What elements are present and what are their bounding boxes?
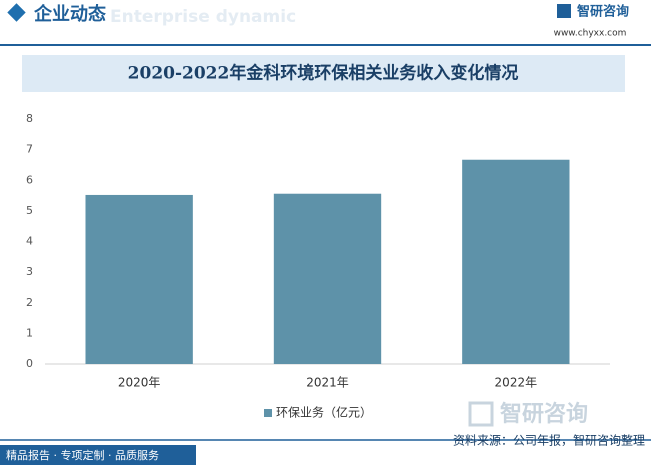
x-tick-label: 2021年 (306, 376, 349, 390)
section-title: 企业动态 (33, 3, 106, 25)
bar (462, 159, 570, 364)
watermark-logo (468, 401, 494, 427)
y-tick-label: 6 (26, 173, 33, 186)
footer-slogan: 精品报告 · 专项定制 · 品质服务 (6, 448, 159, 462)
url: www.chyxx.com (554, 29, 627, 39)
brand: 智研咨询 (577, 4, 629, 20)
y-tick-label: 1 (26, 326, 33, 339)
legend-swatch (264, 409, 272, 417)
y-tick-label: 0 (26, 357, 33, 370)
bar (85, 194, 193, 364)
bar (273, 193, 382, 364)
y-tick-label: 3 (26, 265, 33, 278)
x-tick-label: 2020年 (118, 376, 161, 390)
x-tick-label: 2022年 (495, 376, 538, 390)
y-tick-label: 7 (26, 143, 33, 156)
y-tick-label: 2 (26, 296, 33, 309)
legend-label: 环保业务（亿元） (276, 405, 372, 420)
title-bar (22, 55, 625, 92)
y-tick-label: 5 (26, 204, 33, 217)
header-watermark: Enterprise dynamic (110, 7, 296, 27)
y-tick-label: 4 (26, 235, 33, 248)
y-tick-label: 8 (26, 112, 33, 125)
source: 资料来源：公司年报，智研咨询整理 (453, 433, 645, 448)
logo-icon (557, 4, 571, 18)
footer-band (0, 445, 196, 465)
watermark-brand: 智研咨询 (500, 401, 588, 427)
chart-title: 2020-2022年金科环境环保相关业务收入变化情况 (128, 63, 519, 84)
diamond-icon (7, 3, 26, 22)
